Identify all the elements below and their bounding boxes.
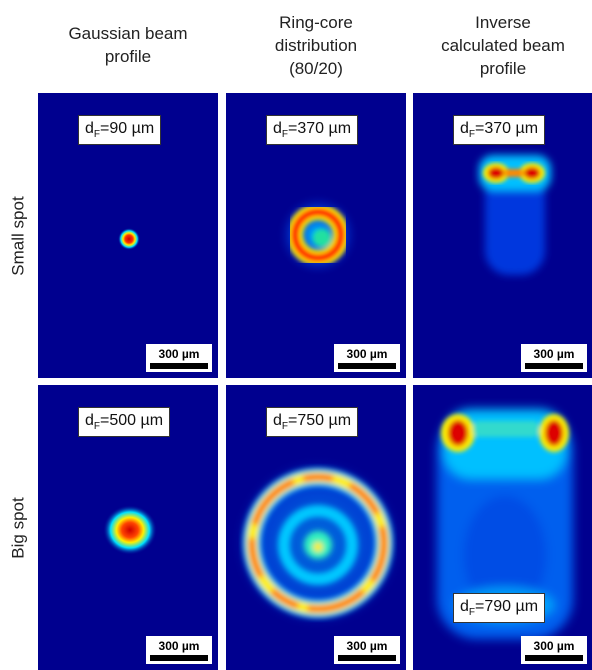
scale-bar: 300 µm <box>521 344 587 372</box>
beam-profile-image <box>479 155 551 275</box>
row-label-small-spot: Small spot <box>9 195 28 276</box>
scale-bar: 300 µm <box>334 636 400 664</box>
beam-profile-image <box>118 228 140 250</box>
focus-diameter-label: dF=750 µm <box>266 407 359 438</box>
scale-bar: 300 µm <box>146 636 212 664</box>
beam-profile-image <box>276 193 360 277</box>
scale-bar: 300 µm <box>521 636 587 664</box>
header-line: Gaussian beam <box>68 24 188 43</box>
column-header-ring-core: Ring-core distribution (80/20) <box>226 0 406 90</box>
panel-small-ring: dF=370 µm 300 µm <box>226 93 406 378</box>
row-label-big-spot: Big spot <box>9 496 28 559</box>
column-header-inverse: Inverse calculated beam profile <box>413 0 592 90</box>
beam-profile-image <box>230 455 406 631</box>
header-line: profile <box>479 58 527 78</box>
panel-small-inverse: dF=370 µm 300 µm <box>413 93 592 378</box>
column-header-gaussian: Gaussian beam profile <box>38 0 218 90</box>
panel-small-gaussian: dF=90 µm 300 µm <box>38 93 218 378</box>
focus-diameter-label: dF=500 µm <box>78 407 171 438</box>
panel-big-gaussian: dF=500 µm 300 µm <box>38 385 218 670</box>
header-line: profile <box>104 47 152 66</box>
scale-bar: 300 µm <box>334 344 400 372</box>
focus-diameter-label: dF=790 µm <box>453 593 546 624</box>
focus-diameter-label: dF=370 µm <box>453 115 546 146</box>
panel-big-inverse: dF=790 µm 300 µm <box>413 385 592 670</box>
header-line: calculated beam <box>441 35 565 55</box>
scale-bar: 300 µm <box>146 344 212 372</box>
header-line: Inverse <box>475 12 531 32</box>
header-line: (80/20) <box>289 58 343 78</box>
panel-big-ring: dF=750 µm 300 µm <box>226 385 406 670</box>
focus-diameter-label: dF=370 µm <box>266 115 359 146</box>
header-line: Ring-core <box>279 12 353 32</box>
focus-diameter-label: dF=90 µm <box>78 115 162 146</box>
beam-profile-image <box>103 505 157 555</box>
beam-profile-image <box>437 409 573 639</box>
header-line: distribution <box>274 35 358 55</box>
